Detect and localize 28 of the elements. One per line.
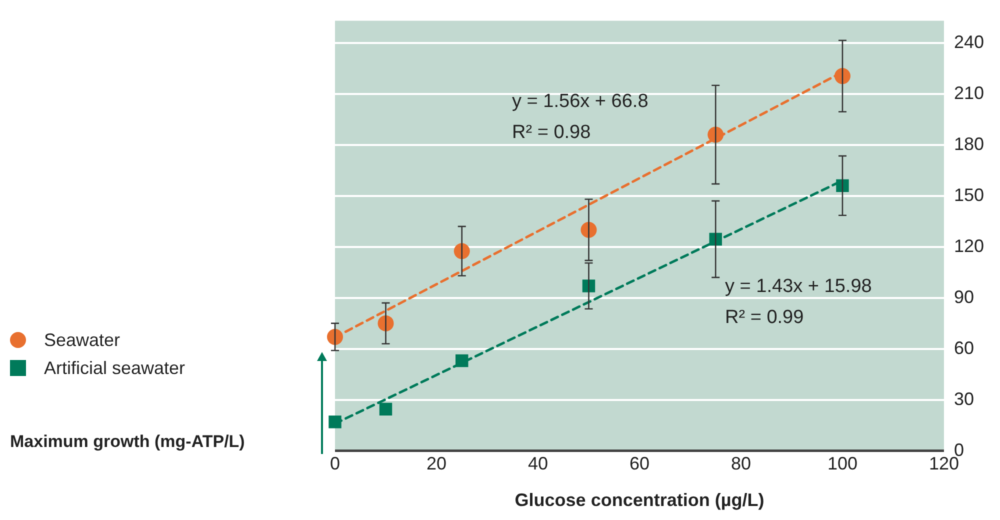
annotation: y = 1.43x + 15.98 (725, 276, 872, 297)
point (328, 416, 342, 428)
annotation: R² = 0.99 (725, 307, 804, 328)
text: Maximum growth (mg-ATP/L) (10, 432, 245, 451)
legend-label: Seawater (44, 330, 120, 350)
x-tick-label: 60 (629, 454, 650, 474)
y-tick-label: 240 (954, 32, 984, 52)
y-tick-label: 210 (954, 82, 984, 103)
annotation: y = 1.56x + 66.8 (512, 91, 648, 112)
point (834, 68, 850, 84)
x-tick-label: 80 (730, 454, 751, 474)
x-tick-label: 40 (528, 454, 548, 474)
annotation: R² = 0.98 (512, 122, 591, 143)
y-tick-label: 120 (954, 236, 984, 256)
y-tick-label: 30 (954, 388, 974, 409)
point (379, 402, 392, 416)
point (836, 179, 849, 192)
y-tick-label: 90 (954, 286, 974, 307)
x-tick-label: 0 (330, 454, 340, 474)
y-tick-label: 60 (954, 338, 974, 358)
legend-label: Artificial seawater (44, 358, 186, 378)
x-tick-label: 20 (426, 454, 447, 474)
point (456, 354, 468, 368)
x-tick-label: 100 (827, 454, 858, 474)
y-tick-label: 180 (954, 134, 984, 154)
point (327, 328, 343, 345)
x-axis-title: Glucose concentration (µg/L) (514, 490, 764, 510)
y-tick-label: 150 (954, 184, 984, 205)
